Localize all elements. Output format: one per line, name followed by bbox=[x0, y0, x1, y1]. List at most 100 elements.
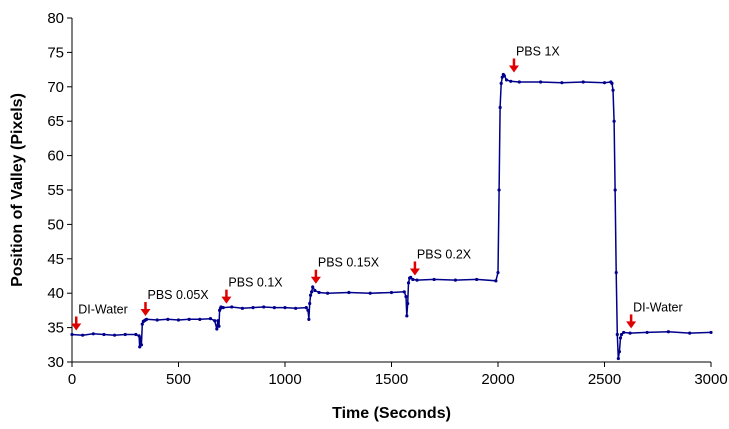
data-point bbox=[221, 306, 225, 310]
data-point bbox=[198, 317, 202, 321]
series-layer bbox=[70, 72, 713, 361]
data-point bbox=[187, 317, 191, 321]
data-point bbox=[539, 80, 543, 84]
data-point bbox=[308, 301, 312, 306]
data-point bbox=[176, 318, 181, 322]
data-point bbox=[709, 330, 713, 335]
data-point bbox=[294, 306, 298, 310]
data-point bbox=[262, 305, 266, 309]
data-point bbox=[230, 305, 234, 309]
data-point bbox=[497, 188, 501, 192]
data-point bbox=[81, 333, 85, 337]
data-point bbox=[406, 281, 411, 285]
annotation-arrow bbox=[310, 269, 321, 284]
data-point bbox=[155, 318, 159, 322]
annotation-arrow bbox=[71, 316, 82, 331]
data-point bbox=[311, 285, 315, 289]
data-point bbox=[368, 291, 372, 295]
data-point bbox=[560, 81, 564, 85]
data-point bbox=[144, 317, 149, 321]
data-point bbox=[411, 277, 415, 282]
data-point bbox=[498, 105, 502, 110]
y-tick-label: 40 bbox=[47, 285, 64, 302]
data-point bbox=[405, 314, 409, 318]
data-point bbox=[496, 270, 500, 275]
x-tick-label: 2000 bbox=[481, 371, 514, 388]
data-point bbox=[619, 332, 624, 337]
y-tick-label: 50 bbox=[47, 216, 64, 233]
data-point bbox=[313, 288, 317, 293]
data-point bbox=[614, 270, 618, 275]
data-point bbox=[404, 295, 408, 299]
data-point bbox=[645, 330, 649, 335]
annotation-layer: DI-Water PBS 0.05X PBS 0.1X PBS 0.15X PBS 0.… bbox=[71, 44, 683, 331]
data-point bbox=[70, 332, 74, 337]
y-tick-label: 65 bbox=[47, 113, 64, 130]
x-tick-label: 1500 bbox=[375, 371, 408, 388]
data-point bbox=[409, 275, 413, 279]
data-point bbox=[283, 306, 287, 310]
data-point bbox=[113, 333, 117, 337]
data-point bbox=[272, 306, 276, 310]
data-point bbox=[213, 319, 217, 323]
annotation-label: PBS 0.1X bbox=[228, 276, 283, 290]
y-tick-label: 70 bbox=[47, 79, 64, 96]
data-point bbox=[310, 290, 314, 294]
y-axis-title: Position of Valley (Pixels) bbox=[9, 93, 26, 287]
y-tick-label: 30 bbox=[47, 354, 64, 371]
data-point bbox=[134, 332, 138, 337]
data-point bbox=[628, 331, 632, 335]
data-point bbox=[613, 188, 617, 192]
arrow-head bbox=[626, 321, 637, 329]
x-tick-label: 0 bbox=[68, 371, 76, 388]
y-axis-ticks: 30 35 40 45 50 55 60 65 70 75 80 bbox=[47, 10, 72, 371]
data-point bbox=[453, 278, 457, 282]
annotation-arrow bbox=[508, 58, 519, 73]
data-point bbox=[251, 306, 255, 310]
data-point bbox=[602, 81, 607, 85]
x-tick-label: 1000 bbox=[268, 371, 301, 388]
series-line bbox=[71, 72, 712, 359]
data-point bbox=[304, 306, 308, 310]
arrow-head bbox=[140, 309, 151, 317]
data-point bbox=[615, 332, 619, 337]
data-point bbox=[317, 290, 321, 295]
annotation-label: PBS 1X bbox=[516, 44, 560, 58]
data-point bbox=[208, 317, 213, 321]
y-tick-label: 45 bbox=[47, 251, 64, 268]
arrow-head bbox=[508, 65, 519, 73]
y-tick-label: 80 bbox=[47, 10, 64, 27]
annotation-label: DI-Water bbox=[633, 300, 683, 314]
annotation-arrow bbox=[140, 302, 151, 317]
x-tick-label: 2500 bbox=[588, 371, 621, 388]
data-point bbox=[494, 279, 498, 283]
data-point bbox=[91, 332, 95, 336]
data-point bbox=[617, 350, 622, 354]
y-tick-label: 55 bbox=[47, 182, 64, 199]
x-tick-label: 500 bbox=[166, 371, 191, 388]
data-point bbox=[123, 332, 127, 337]
data-point bbox=[326, 291, 330, 295]
data-point bbox=[616, 356, 620, 361]
data-point bbox=[139, 343, 144, 347]
arrow-head bbox=[71, 323, 82, 331]
data-point bbox=[406, 301, 410, 306]
data-point bbox=[217, 324, 221, 328]
data-point bbox=[402, 290, 406, 294]
annotation-arrow bbox=[626, 314, 637, 329]
data-point bbox=[389, 290, 394, 295]
data-point bbox=[622, 330, 626, 335]
data-point bbox=[502, 74, 506, 78]
data-point bbox=[666, 330, 671, 334]
data-point bbox=[138, 336, 143, 340]
data-point bbox=[504, 78, 509, 82]
data-point bbox=[308, 293, 313, 297]
annotation-arrow bbox=[409, 261, 420, 276]
data-point bbox=[611, 88, 615, 92]
data-point bbox=[618, 336, 623, 340]
x-axis-title: Time (Seconds) bbox=[332, 405, 451, 422]
data-point bbox=[215, 327, 219, 331]
data-point bbox=[415, 278, 419, 282]
data-point bbox=[102, 332, 106, 337]
